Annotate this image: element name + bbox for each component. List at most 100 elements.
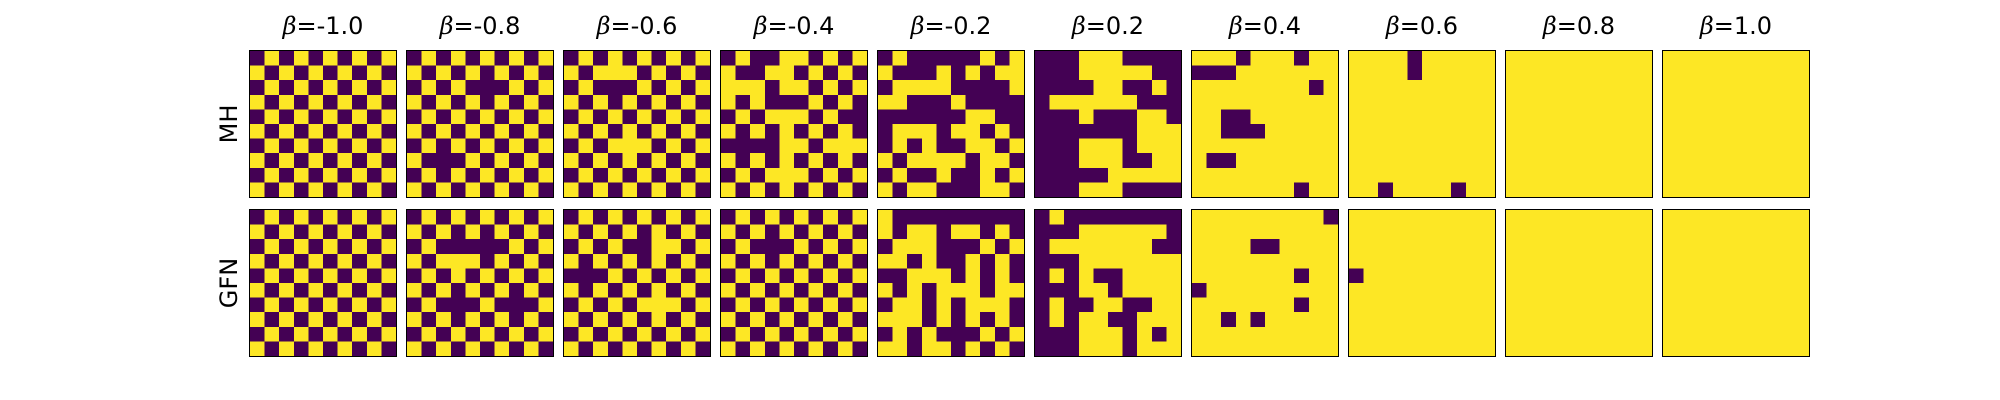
heatmap-cell [1108,167,1123,183]
heatmap-cell [494,326,510,342]
beta-value: =-0.2 [924,12,992,40]
beta-value: =-0.4 [767,12,835,40]
heatmap-cell [407,268,422,284]
heatmap-cell [1378,297,1394,313]
heatmap-cell [1535,283,1551,298]
heatmap-cell [1750,94,1766,110]
heatmap-cell [951,182,966,197]
heatmap-cell [1677,253,1693,269]
heatmap-cell [666,268,682,284]
heatmap-cell [1593,224,1609,240]
heatmap-cell [1692,268,1708,284]
heatmap-cell [323,224,338,240]
heatmap-cell [1192,239,1207,255]
heatmap-cell [578,210,594,225]
heatmap-cell [1706,182,1722,197]
heatmap-cell [808,80,824,96]
heatmap-cell [1122,124,1138,139]
heatmap-cell [421,224,437,240]
heatmap-cell [1035,109,1050,125]
heatmap-cell [1706,239,1722,255]
heatmap-grid [564,51,710,197]
heatmap-cell [407,182,422,197]
heatmap-cell [695,51,710,66]
heatmap-cell [637,312,652,328]
heatmap-cell [450,167,466,183]
heatmap-cell [1779,341,1795,356]
heatmap-cell [578,268,594,284]
heatmap-cell [794,182,809,197]
heatmap-cell [721,312,736,328]
heatmap-cell [837,283,853,298]
heatmap-cell [878,153,893,169]
heatmap-cell [436,80,452,96]
heatmap-panel-mh-2 [563,50,711,198]
heatmap-cell [1349,253,1364,269]
heatmap-cell [637,109,652,125]
heatmap-cell [450,109,466,125]
heatmap-cell [1192,65,1207,81]
heatmap-cell [450,297,466,313]
heatmap-cell [1250,283,1266,298]
heatmap-cell [1151,109,1167,125]
heatmap-cell [323,253,338,269]
heatmap-cell [951,283,966,298]
heatmap-cell [1451,224,1467,240]
heatmap-cell [1579,138,1594,154]
heatmap-cell [680,312,696,328]
heatmap-cell [1137,268,1153,284]
heatmap-cell [465,94,481,110]
heatmap-cell [323,341,338,356]
heatmap-cell [1480,94,1495,110]
heatmap-cell [1677,312,1693,328]
heatmap-cell [1049,224,1065,240]
heatmap-cell [1692,239,1708,255]
heatmap-cell [622,167,638,183]
heatmap-cell [436,210,452,225]
heatmap-cell [965,153,981,169]
heatmap-cell [293,182,309,197]
heatmap-cell [381,210,396,225]
heatmap-cell [1064,326,1080,342]
heatmap-cell [1221,80,1237,96]
heatmap-cell [666,326,682,342]
heatmap-cell [808,124,824,139]
heatmap-cell [1308,65,1324,81]
heatmap-cell [1535,239,1551,255]
heatmap-cell [1422,297,1437,313]
heatmap-cell [1392,51,1408,66]
heatmap-cell [1192,94,1207,110]
heatmap-cell [779,312,795,328]
heatmap-cell [892,268,908,284]
heatmap-cell [450,224,466,240]
heatmap-cell [1637,224,1652,240]
heatmap-cell [337,109,353,125]
heatmap-cell [1122,341,1138,356]
heatmap-cell [1480,341,1495,356]
heatmap-cell [494,268,510,284]
heatmap-cell [1622,153,1638,169]
heatmap-cell [538,182,553,197]
heatmap-cell [593,153,609,169]
heatmap-panel-gfn-1 [406,209,554,357]
heatmap-cell [1206,138,1222,154]
heatmap-cell [994,94,1010,110]
heatmap-cell [1451,312,1467,328]
heatmap-cell [1779,51,1795,66]
heatmap-cell [1151,210,1167,225]
heatmap-cell [1108,80,1123,96]
heatmap-cell [1166,341,1181,356]
heatmap-cell [1794,312,1809,328]
heatmap-cell [1706,326,1722,342]
heatmap-cell [680,283,696,298]
heatmap-cell [666,182,682,197]
heatmap-cell [1677,182,1693,197]
heatmap-cell [1192,51,1207,66]
heatmap-cell [1078,124,1094,139]
heatmap-cell [1465,224,1481,240]
heatmap-cell [264,65,280,81]
heatmap-cell [1663,326,1678,342]
heatmap-cell [651,297,667,313]
heatmap-cell [1166,153,1181,169]
heatmap-cell [352,94,368,110]
